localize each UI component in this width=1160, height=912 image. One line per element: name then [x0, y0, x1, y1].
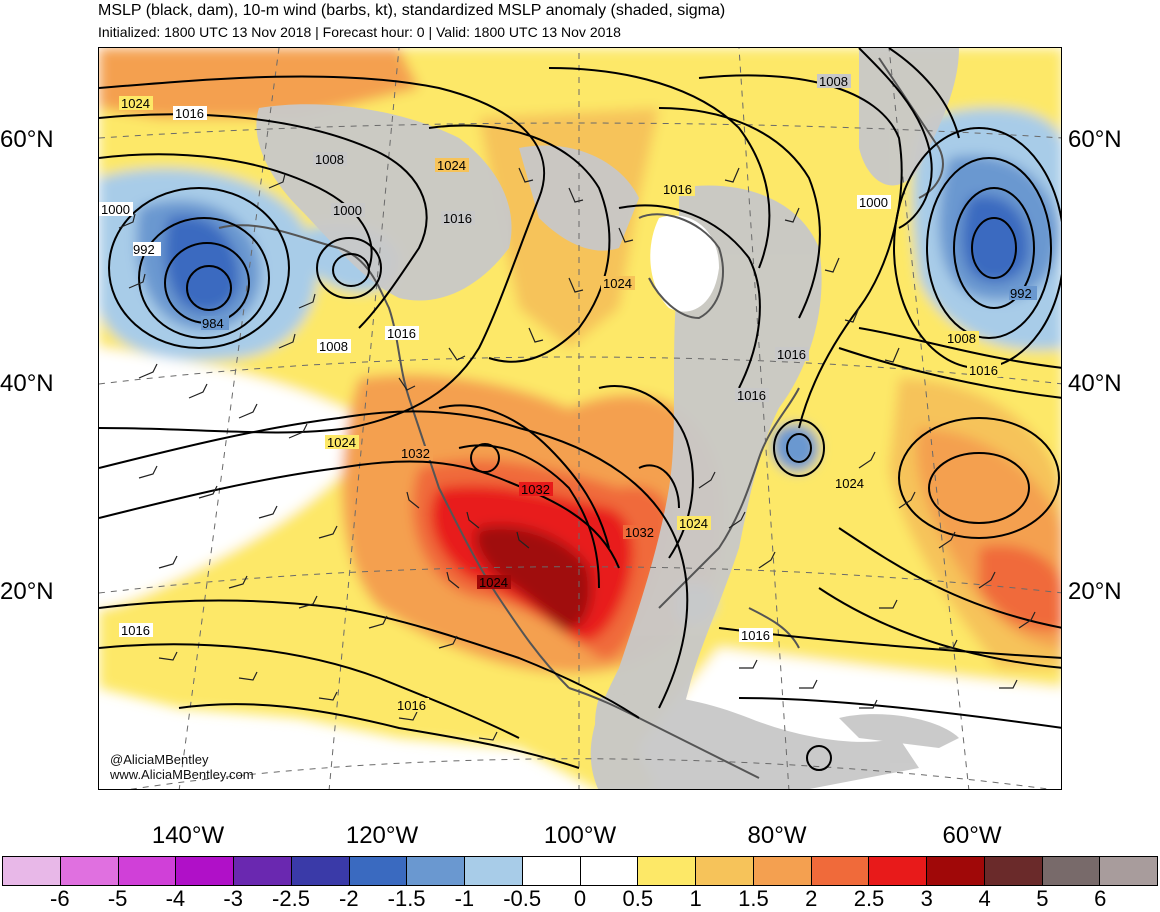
isobar-label: 1024	[479, 575, 508, 590]
colorbar-tick-label: 2.5	[853, 886, 885, 911]
colorbar-swatch	[522, 857, 581, 885]
lon-label: 140°W	[151, 822, 225, 849]
isobar-label: 992	[133, 242, 155, 257]
colorbar-tick-label: -1.5	[387, 886, 426, 911]
colorbar-tick-label: -3	[223, 886, 243, 911]
colorbar-tick-label: -0.5	[503, 886, 542, 911]
colorbar-tick-label: -5	[107, 886, 128, 911]
isobar-label: 984	[202, 316, 224, 331]
colorbar	[2, 856, 1158, 886]
colorbar-tick-label: 2	[805, 886, 818, 911]
colorbar-swatch	[580, 857, 639, 885]
isobar-label: 1016	[741, 628, 770, 643]
isobar-label: 1032	[625, 525, 654, 540]
colorbar-tick-label: -2.5	[272, 886, 310, 911]
colorbar-swatch	[869, 857, 927, 885]
colorbar-tick-label: 1	[689, 886, 702, 911]
colorbar-tick-label: 4	[978, 886, 991, 911]
lat-label-left: 60°N	[0, 126, 54, 153]
isobar-label: 1016	[121, 623, 150, 638]
lat-label-right: 60°N	[1068, 126, 1122, 153]
credit-site: www.AliciaMBentley.com	[110, 767, 254, 782]
colorbar-tick-label: 1.5	[738, 886, 769, 911]
colorbar-tick-label: -4	[165, 886, 186, 911]
isobar-label: 1008	[947, 331, 976, 346]
colorbar-tick-label: 0	[573, 886, 587, 911]
isobar-label: 992	[1010, 286, 1032, 301]
map-subtitle: Initialized: 1800 UTC 13 Nov 2018 | Fore…	[98, 24, 621, 40]
colorbar-tick-label: -1	[454, 886, 475, 911]
colorbar-swatch	[984, 857, 1043, 885]
weather-map: 1024 1016 1008 1000 992 984 1000 1016 10…	[99, 48, 1061, 789]
isobar-label: 1016	[443, 211, 472, 226]
isobar-label: 1016	[969, 363, 998, 378]
colorbar-swatch	[811, 857, 870, 885]
colorbar-swatch	[118, 857, 177, 885]
isobar-label: 1000	[859, 195, 888, 210]
colorbar-tick-label: 3	[920, 886, 933, 911]
isobar-label: 1016	[397, 698, 426, 713]
isobar-label: 1000	[333, 203, 362, 218]
colorbar-swatch	[465, 857, 523, 885]
colorbar-swatch	[349, 857, 408, 885]
isobar-label: 1000	[101, 202, 130, 217]
colorbar-swatch	[638, 857, 696, 885]
colorbar-tick-label: 0.5	[622, 886, 654, 911]
isobar-label: 1008	[315, 152, 344, 167]
isobar-labels: 1024 1016 1008 1000 992 984 1000 1016 10…	[99, 74, 1037, 713]
colorbar-swatch	[60, 857, 119, 885]
lon-label: 100°W	[543, 822, 617, 849]
colorbar-swatch	[927, 857, 985, 885]
lat-label-left: 20°N	[0, 578, 54, 605]
isobar-label: 1032	[521, 482, 550, 497]
colorbar-tick-label: -6	[50, 886, 70, 911]
isobar-label: 1024	[437, 158, 466, 173]
lon-label: 60°W	[942, 822, 1002, 849]
graticule	[99, 48, 1061, 789]
colorbar-swatch	[1100, 857, 1157, 885]
colorbar-swatch	[234, 857, 292, 885]
isobar-label: 1008	[319, 339, 348, 354]
colorbar-swatch	[3, 857, 61, 885]
isobar-label: 1024	[121, 96, 150, 111]
credit-handle: @AliciaMBentley	[110, 752, 209, 767]
isobar-label: 1024	[603, 276, 632, 291]
anomaly-shading	[99, 48, 1061, 789]
coastlines	[218, 57, 944, 779]
lon-label: 120°W	[345, 822, 419, 849]
colorbar-swatch	[1042, 857, 1101, 885]
isobar-label: 1016	[387, 326, 416, 341]
lat-label-left: 40°N	[0, 370, 54, 397]
colorbar-swatch	[176, 857, 234, 885]
isobar-label: 1016	[175, 106, 204, 121]
colorbar-swatch	[407, 857, 465, 885]
isobar-label: 1016	[663, 182, 692, 197]
colorbar-swatch	[696, 857, 754, 885]
colorbar-tick-label: 5	[1036, 886, 1049, 911]
wind-barbs	[118, 167, 1036, 741]
hudson-bay	[650, 215, 719, 312]
lat-label-right: 20°N	[1068, 578, 1122, 605]
map-title: MSLP (black, dam), 10-m wind (barbs, kt)…	[98, 2, 726, 19]
lon-label: 80°W	[747, 822, 807, 849]
isobars	[99, 48, 1061, 771]
lat-label-right: 40°N	[1068, 370, 1122, 397]
colorbar-swatch	[291, 857, 350, 885]
colorbar-tick-label: -2	[339, 886, 359, 911]
isobar-label: 1032	[401, 446, 430, 461]
isobar-label: 1016	[737, 388, 766, 403]
isobar-label: 1024	[679, 516, 708, 531]
map-panel: 1024 1016 1008 1000 992 984 1000 1016 10…	[98, 47, 1062, 790]
isobar-label: 1008	[819, 74, 848, 89]
isobar-label: 1016	[777, 347, 806, 362]
isobar-label: 1024	[835, 476, 864, 491]
colorbar-tick-label: 6	[1094, 886, 1107, 911]
colorbar-swatch	[753, 857, 812, 885]
isobar-label: 1024	[327, 435, 356, 450]
